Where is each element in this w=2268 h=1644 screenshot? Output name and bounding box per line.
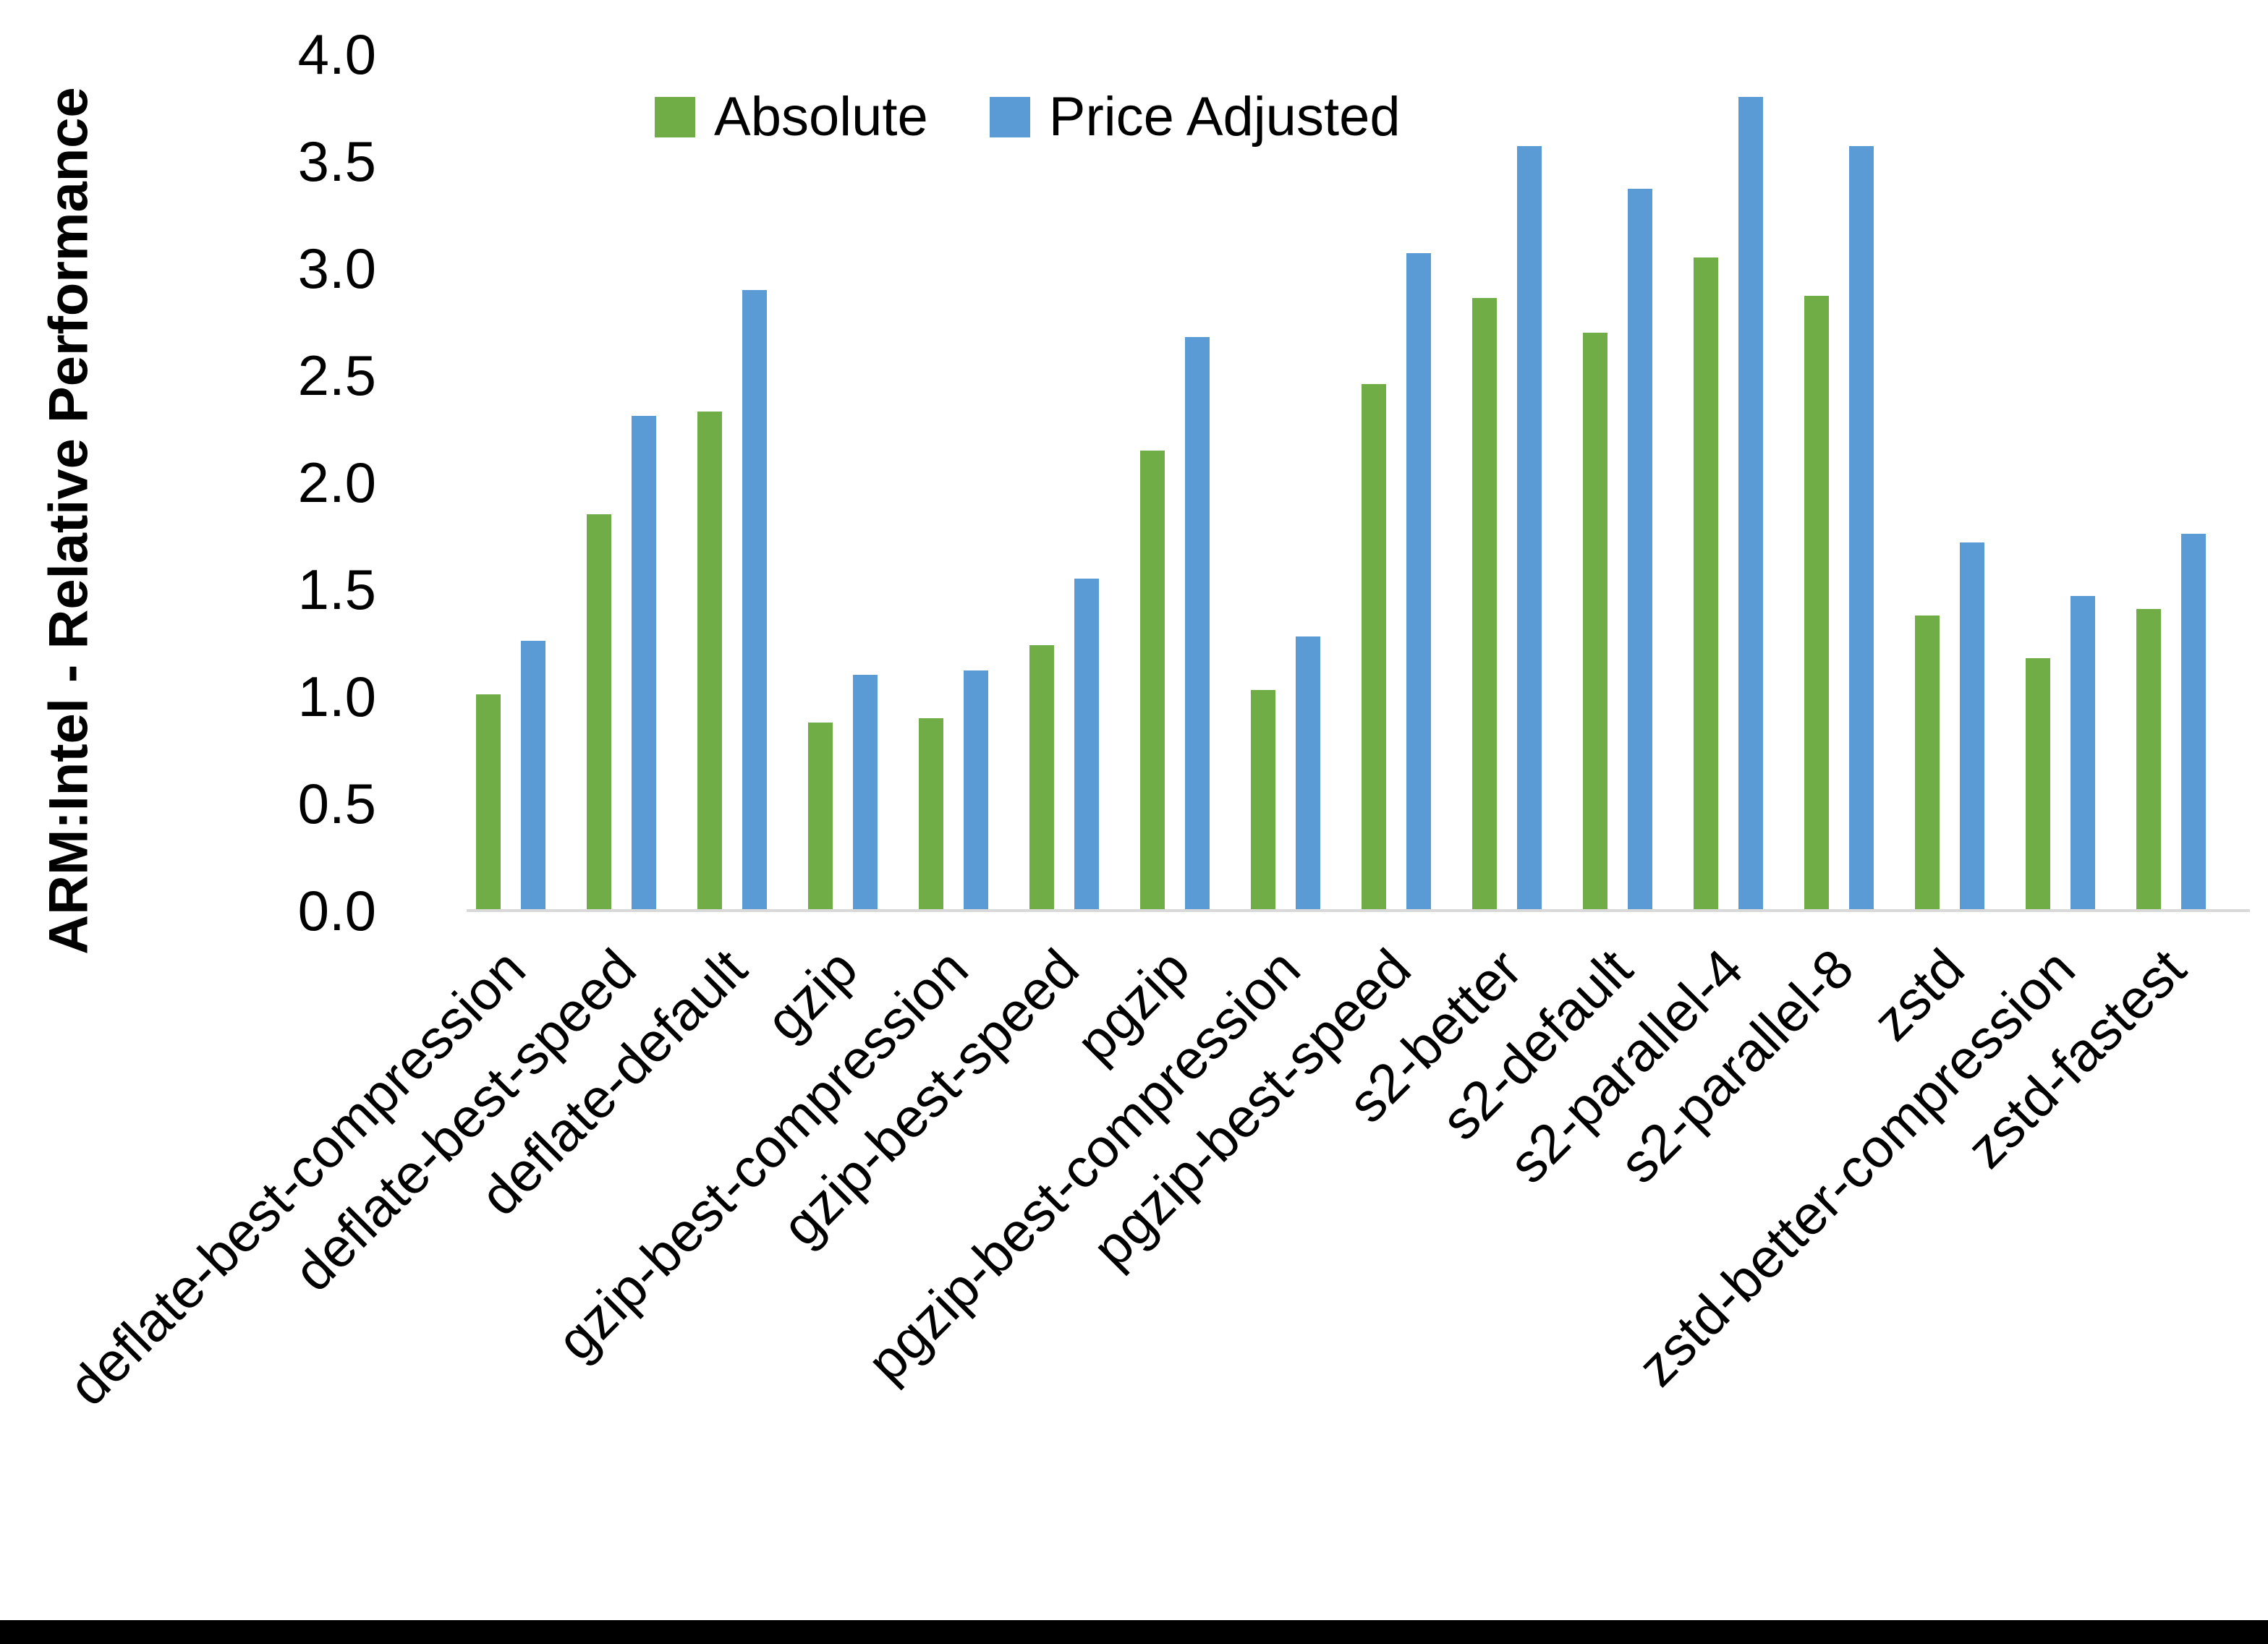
- bar-absolute: [1804, 296, 1829, 911]
- bar-absolute: [808, 723, 833, 911]
- y-tick-label: 1.5: [297, 558, 376, 621]
- bar-price-adjusted: [964, 670, 988, 911]
- bottom-border: [0, 1620, 2268, 1644]
- bar-absolute: [1694, 257, 1718, 911]
- bar-absolute: [697, 412, 722, 911]
- bar-absolute: [1140, 451, 1165, 911]
- bar-price-adjusted: [1738, 97, 1763, 911]
- bar-price-adjusted: [2181, 534, 2206, 911]
- bar-absolute: [2026, 658, 2050, 911]
- bar-absolute: [1029, 645, 1054, 911]
- y-tick-label: 1.0: [297, 665, 376, 728]
- legend-swatch-price-adjusted-icon: [989, 96, 1030, 137]
- bar-absolute: [919, 718, 943, 911]
- y-tick-label: 2.0: [297, 451, 376, 514]
- legend-item-absolute: Absolute: [655, 85, 928, 148]
- bar-price-adjusted: [2070, 596, 2095, 911]
- y-tick-label: 2.5: [297, 344, 376, 407]
- bar-price-adjusted: [1628, 189, 1652, 911]
- legend-swatch-absolute-icon: [655, 96, 695, 137]
- bar-absolute: [1915, 616, 1940, 911]
- y-tick-label: 4.0: [297, 22, 376, 86]
- bar-price-adjusted: [742, 290, 767, 911]
- bar-absolute: [1251, 690, 1275, 911]
- bar-price-adjusted: [521, 641, 545, 911]
- bar-absolute: [1362, 384, 1386, 911]
- legend-item-price-adjusted: Price Adjusted: [989, 85, 1401, 148]
- x-axis-label: deflate-best-compression: [57, 937, 538, 1418]
- bar-price-adjusted: [1185, 337, 1210, 911]
- x-axis-line: [467, 909, 2250, 912]
- bar-price-adjusted: [1517, 146, 1542, 911]
- bar-price-adjusted: [1960, 542, 1984, 911]
- bar-price-adjusted: [632, 416, 656, 911]
- bar-price-adjusted: [1074, 579, 1099, 911]
- bar-price-adjusted: [1849, 146, 1874, 911]
- bar-absolute: [587, 514, 611, 911]
- bar-price-adjusted: [853, 675, 878, 911]
- legend: Absolute Price Adjusted: [655, 85, 1401, 148]
- y-tick-label: 3.0: [297, 237, 376, 300]
- bar-absolute: [1583, 333, 1607, 911]
- bar-absolute: [2136, 609, 2161, 911]
- legend-label-absolute: Absolute: [714, 86, 928, 148]
- bar-absolute: [476, 694, 501, 911]
- legend-label-price-adjusted: Price Adjusted: [1048, 86, 1401, 148]
- plot-area: [476, 97, 2206, 911]
- bar-price-adjusted: [1296, 636, 1320, 911]
- bar-price-adjusted: [1406, 253, 1431, 911]
- y-tick-label: 0.0: [297, 879, 376, 942]
- bar-absolute: [1472, 298, 1497, 911]
- y-tick-label: 0.5: [297, 772, 376, 835]
- y-tick-label: 3.5: [297, 129, 376, 193]
